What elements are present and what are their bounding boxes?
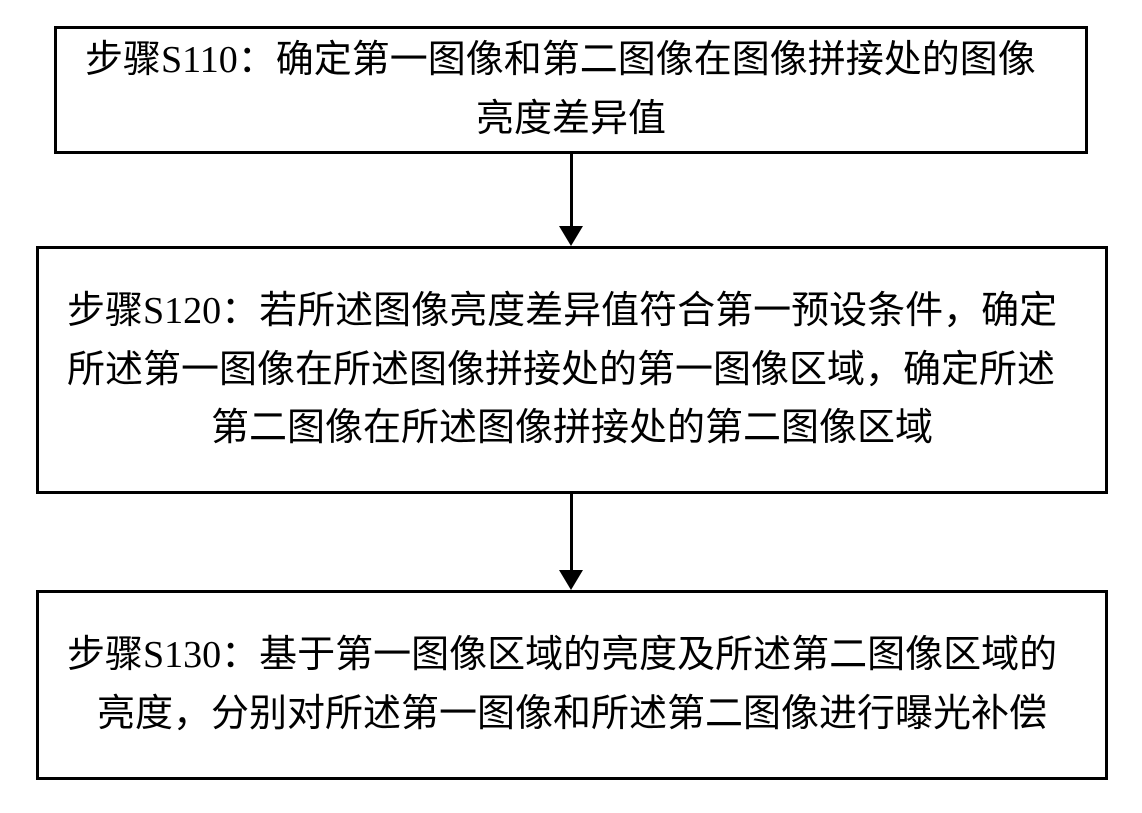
flow-node-s110: 步骤S110：确定第一图像和第二图像在图像拼接处的图像亮度差异值 [54,26,1088,154]
flowchart-canvas: 步骤S110：确定第一图像和第二图像在图像拼接处的图像亮度差异值步骤S120：若… [0,0,1142,813]
flow-arrow-shaft [570,154,573,226]
flow-arrow-head [559,570,583,590]
flow-node-s120: 步骤S120：若所述图像亮度差异值符合第一预设条件，确定所述第一图像在所述图像拼… [36,246,1108,494]
flow-node-text: 步骤S110：确定第一图像和第二图像在图像拼接处的图像亮度差异值 [85,31,1057,149]
flow-node-s130: 步骤S130：基于第一图像区域的亮度及所述第二图像区域的亮度，分别对所述第一图像… [36,590,1108,780]
flow-node-text: 步骤S130：基于第一图像区域的亮度及所述第二图像区域的亮度，分别对所述第一图像… [67,626,1077,744]
flow-node-text: 步骤S120：若所述图像亮度差异值符合第一预设条件，确定所述第一图像在所述图像拼… [67,282,1077,459]
flow-arrow-head [559,226,583,246]
flow-arrow-shaft [570,494,573,570]
